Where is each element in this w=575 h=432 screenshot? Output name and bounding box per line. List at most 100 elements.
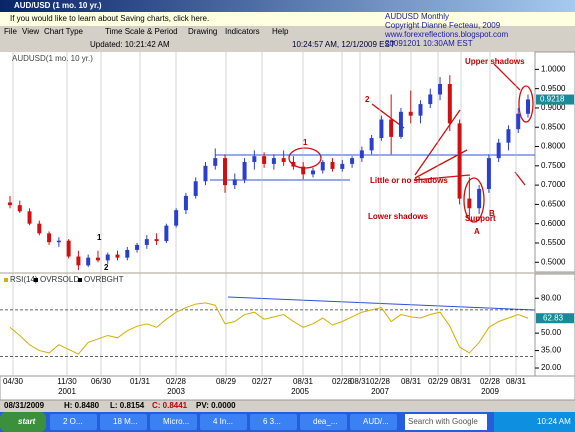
x-year-label: 2003 <box>167 387 185 396</box>
candle-body <box>66 240 71 257</box>
candle-body <box>291 161 296 167</box>
y-tick-label: 0.9000 <box>541 103 566 112</box>
overlay-text: www.forexreflections.blogspot.com <box>384 30 509 39</box>
x-tick-label: 01/31 <box>130 377 151 386</box>
annotation: 2 <box>104 263 109 272</box>
menu-item[interactable]: File <box>4 27 17 36</box>
task-button[interactable] <box>100 414 147 430</box>
overlay-text: 20091201 10:30AM EST <box>385 39 473 48</box>
menu-item[interactable]: Drawing <box>188 27 217 36</box>
status-field: C: 0.8441 <box>152 401 188 410</box>
x-year-label: 2001 <box>58 387 76 396</box>
y-tick-label: 0.8500 <box>541 122 566 131</box>
start-button[interactable] <box>0 412 46 432</box>
candle-body <box>56 240 61 243</box>
candle-body <box>135 244 140 250</box>
start-label[interactable]: start <box>18 417 36 426</box>
chart-legend: AUDUSD(1 mo. 10 yr.) <box>12 54 93 63</box>
tray-clock: 10:24 AM <box>537 417 571 426</box>
tray <box>494 412 575 432</box>
task-button[interactable] <box>200 414 247 430</box>
legend-label: OVRBGHT <box>84 275 124 284</box>
rsi-plot <box>0 274 535 376</box>
candle-body <box>154 239 159 242</box>
search-box[interactable] <box>405 414 487 430</box>
x-year-label: 2009 <box>481 387 499 396</box>
annotation: Support <box>465 214 496 223</box>
task-label[interactable]: 2 O... <box>63 417 83 426</box>
candle-body <box>183 195 188 211</box>
candle-body <box>310 170 315 175</box>
candle-body <box>320 161 325 171</box>
search-text[interactable]: Search with Google <box>408 417 478 426</box>
task-button[interactable] <box>300 414 347 430</box>
updated: Updated: 10:21:42 AM <box>90 40 170 49</box>
candle-body <box>477 188 482 209</box>
candle-body <box>86 257 91 266</box>
task-button[interactable] <box>150 414 197 430</box>
task-label[interactable]: dea_... <box>313 417 337 426</box>
candle-body <box>27 211 32 224</box>
x-tick-label: 02/28 <box>480 377 501 386</box>
clock: 10:24:57 AM, 12/1/2009 EST <box>292 40 395 49</box>
y-tick-label: 0.6500 <box>541 200 566 209</box>
x-tick-label: 02/28 <box>370 377 391 386</box>
menu-item[interactable]: Time Scale & Period <box>105 27 178 36</box>
task-label[interactable]: AUD/... <box>363 417 389 426</box>
candle-body <box>398 111 403 137</box>
task-label[interactable]: 18 M... <box>113 417 137 426</box>
candle-body <box>516 113 521 130</box>
annotation: 2 <box>365 95 370 104</box>
x-tick-label: 02/29 <box>428 377 449 386</box>
x-tick-label: 06/30 <box>91 377 112 386</box>
candle-body <box>213 158 218 166</box>
x-tick-label: 02/27 <box>252 377 273 386</box>
task-button[interactable] <box>250 414 297 430</box>
candle-body <box>47 233 52 243</box>
info-text[interactable]: If you would like to learn about Saving … <box>10 14 209 23</box>
task-button[interactable] <box>350 414 397 430</box>
candle-body <box>506 129 511 143</box>
time-axis <box>0 375 575 401</box>
candle-body <box>408 111 413 116</box>
status-field: H: 0.8480 <box>64 401 100 410</box>
candle-body <box>389 119 394 137</box>
menu-item[interactable]: Chart Type <box>44 27 84 36</box>
y-tick-label: 0.6000 <box>541 219 566 228</box>
title-bar <box>0 0 575 12</box>
x-tick-label: 02/28 <box>166 377 187 386</box>
task-label[interactable]: Micro... <box>163 417 189 426</box>
annotation: Upper shadows <box>465 57 525 66</box>
y-tick-label: 0.7500 <box>541 161 566 170</box>
y-tick-label: 0.5000 <box>541 257 566 266</box>
x-tick-label: 08/29 <box>216 377 237 386</box>
info-bar[interactable] <box>0 12 575 26</box>
y-tick-label: 1.0000 <box>541 64 566 73</box>
rsi-line <box>9 302 529 355</box>
candle-body <box>496 142 501 159</box>
candle-body <box>486 158 491 189</box>
x-tick-label: 08/31 <box>293 377 314 386</box>
y-tick-label: 0.5500 <box>541 238 566 247</box>
candle-body <box>242 161 247 180</box>
status-field: L: 0.8154 <box>110 401 145 410</box>
menu-item[interactable]: View <box>22 27 39 36</box>
task-label[interactable]: 6 3... <box>263 417 281 426</box>
candle-body <box>418 104 423 116</box>
menu-item[interactable]: Indicators <box>225 27 260 36</box>
candle-body <box>350 158 355 164</box>
task-label[interactable]: 4 In... <box>213 417 233 426</box>
candle-body <box>526 99 530 114</box>
last-rsi: 62.83 <box>543 313 564 322</box>
candle-body <box>281 158 286 162</box>
y-tick-label: 20.00 <box>541 363 562 372</box>
last-price: 0.9218 <box>540 95 565 104</box>
task-button[interactable] <box>50 414 97 430</box>
menu-item[interactable]: Help <box>272 27 289 36</box>
x-tick-label: 11/30 <box>57 377 77 386</box>
overlay-text: Copyright Dianne Fecteau, 2009 <box>385 21 501 30</box>
x-tick-label: 04/30 <box>3 377 24 386</box>
candle-body <box>223 158 228 186</box>
candle-body <box>144 239 149 245</box>
